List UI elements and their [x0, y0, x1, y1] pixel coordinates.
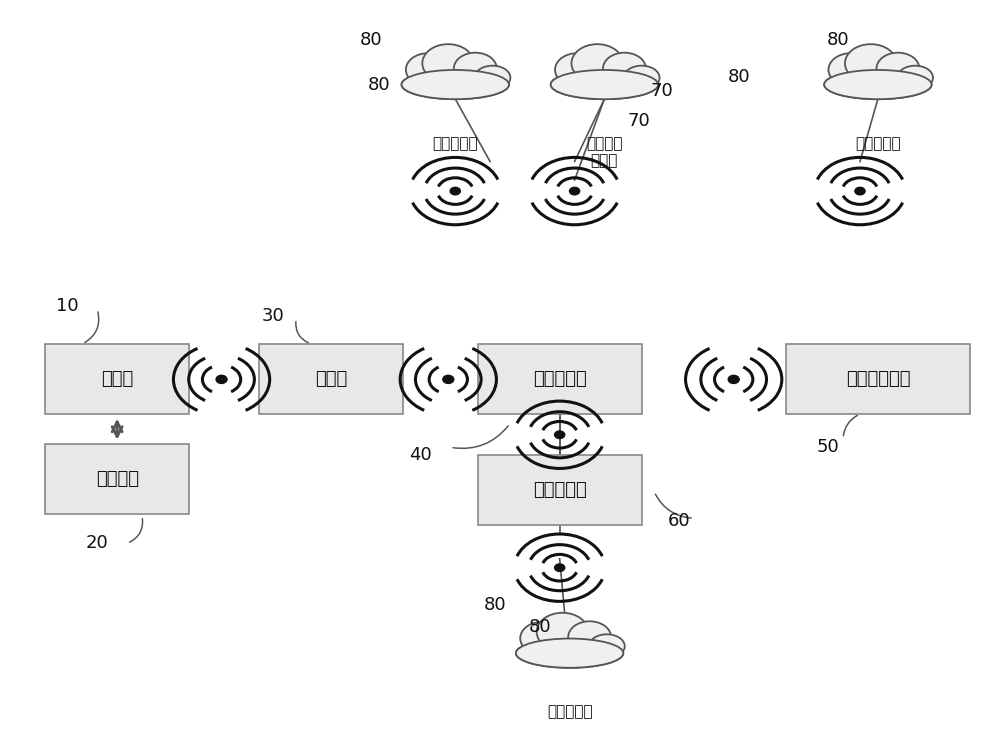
FancyBboxPatch shape	[478, 344, 642, 414]
Ellipse shape	[568, 621, 611, 653]
Text: 80: 80	[727, 68, 750, 86]
FancyBboxPatch shape	[478, 455, 642, 525]
Ellipse shape	[402, 70, 509, 99]
Text: 10: 10	[56, 297, 79, 315]
FancyBboxPatch shape	[259, 344, 403, 414]
Text: 主智能眼镜: 主智能眼镜	[533, 371, 587, 388]
Ellipse shape	[475, 65, 510, 89]
Ellipse shape	[876, 53, 919, 85]
Ellipse shape	[589, 635, 625, 658]
Ellipse shape	[402, 70, 509, 99]
Circle shape	[216, 375, 227, 383]
Text: 30: 30	[262, 307, 285, 325]
Text: 80: 80	[827, 31, 849, 48]
Text: 无人机: 无人机	[101, 371, 133, 388]
Text: 云端航迹
数据库: 云端航迹 数据库	[586, 135, 623, 168]
Text: 70: 70	[628, 112, 651, 130]
Ellipse shape	[520, 622, 565, 655]
Ellipse shape	[516, 638, 623, 668]
Circle shape	[443, 375, 454, 383]
Circle shape	[555, 431, 565, 438]
Ellipse shape	[551, 70, 658, 99]
Text: 60: 60	[668, 512, 690, 530]
Ellipse shape	[551, 70, 658, 99]
Ellipse shape	[406, 54, 450, 86]
Ellipse shape	[537, 613, 588, 651]
Text: 80: 80	[528, 618, 551, 636]
Circle shape	[450, 187, 460, 195]
Text: 40: 40	[409, 446, 432, 464]
Ellipse shape	[571, 44, 623, 83]
Ellipse shape	[897, 65, 933, 89]
Text: 50: 50	[817, 438, 840, 456]
Ellipse shape	[824, 70, 932, 99]
Text: 遥控器: 遥控器	[315, 371, 347, 388]
Ellipse shape	[555, 54, 599, 86]
Circle shape	[570, 187, 580, 195]
Ellipse shape	[454, 53, 497, 85]
Ellipse shape	[516, 638, 623, 668]
Ellipse shape	[828, 54, 873, 86]
Ellipse shape	[603, 53, 646, 85]
Ellipse shape	[845, 44, 897, 83]
FancyBboxPatch shape	[786, 344, 970, 414]
Ellipse shape	[824, 70, 932, 99]
Circle shape	[728, 375, 739, 383]
Text: 辅智能眼镜: 辅智能眼镜	[533, 481, 587, 499]
Text: 80: 80	[484, 596, 506, 614]
Circle shape	[555, 564, 565, 571]
Text: 光电吸舟: 光电吸舟	[96, 470, 139, 488]
Text: 云端缺陷库: 云端缺陷库	[855, 135, 901, 151]
Text: 20: 20	[86, 534, 109, 552]
Ellipse shape	[422, 44, 474, 83]
FancyBboxPatch shape	[45, 444, 189, 514]
Text: 80: 80	[359, 31, 382, 48]
Text: 远端智能眼镜: 远端智能眼镜	[846, 371, 910, 388]
Text: 80: 80	[367, 77, 390, 94]
Text: 云端缺陷库: 云端缺陷库	[432, 135, 478, 151]
Text: 70: 70	[651, 83, 673, 100]
Circle shape	[855, 187, 865, 195]
Text: 云端缺陷库: 云端缺陷库	[547, 705, 592, 719]
FancyBboxPatch shape	[45, 344, 189, 414]
Ellipse shape	[624, 65, 660, 89]
